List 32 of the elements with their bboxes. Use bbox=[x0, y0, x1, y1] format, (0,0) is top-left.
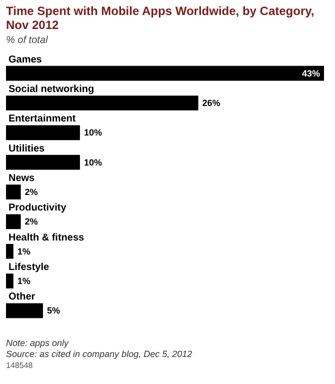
bar bbox=[6, 274, 14, 288]
data-label: 1% bbox=[17, 276, 30, 286]
y-tick-label: Health & fitness bbox=[8, 232, 85, 244]
y-tick-label: Social networking bbox=[8, 84, 94, 95]
data-label: 5% bbox=[46, 306, 60, 316]
bar bbox=[6, 66, 324, 81]
chart-subtitle: % of total bbox=[6, 34, 48, 46]
y-tick-label: News bbox=[8, 173, 36, 184]
y-tick-label: Entertainment bbox=[8, 114, 76, 125]
bar bbox=[6, 244, 14, 259]
data-label: 2% bbox=[24, 187, 38, 197]
data-label: 43% bbox=[302, 68, 320, 78]
bar bbox=[6, 154, 80, 170]
data-label: 10% bbox=[84, 157, 102, 168]
y-tick-label: Productivity bbox=[8, 202, 67, 214]
text: 148548 bbox=[6, 360, 34, 371]
data-label: 1% bbox=[17, 246, 30, 256]
bar bbox=[6, 184, 21, 200]
text: Note: apps only bbox=[6, 338, 70, 349]
data-label: 2% bbox=[24, 216, 38, 227]
y-tick-label: Other bbox=[8, 292, 36, 303]
y-tick-label: Lifestyle bbox=[8, 262, 50, 274]
bar bbox=[6, 96, 198, 110]
y-tick-label: Utilities bbox=[8, 143, 46, 154]
chart-title: Time Spent with Mobile Apps Worldwide, by Category, Nov 2012 bbox=[6, 4, 314, 32]
data-label: 10% bbox=[84, 128, 102, 138]
bar bbox=[6, 125, 80, 140]
data-label: 26% bbox=[202, 98, 220, 108]
source-note: Source: as cited in company blog, Dec 5, 2012 bbox=[6, 349, 192, 360]
y-tick-label: Games bbox=[8, 54, 42, 66]
bar bbox=[6, 214, 21, 230]
bar bbox=[6, 303, 43, 318]
